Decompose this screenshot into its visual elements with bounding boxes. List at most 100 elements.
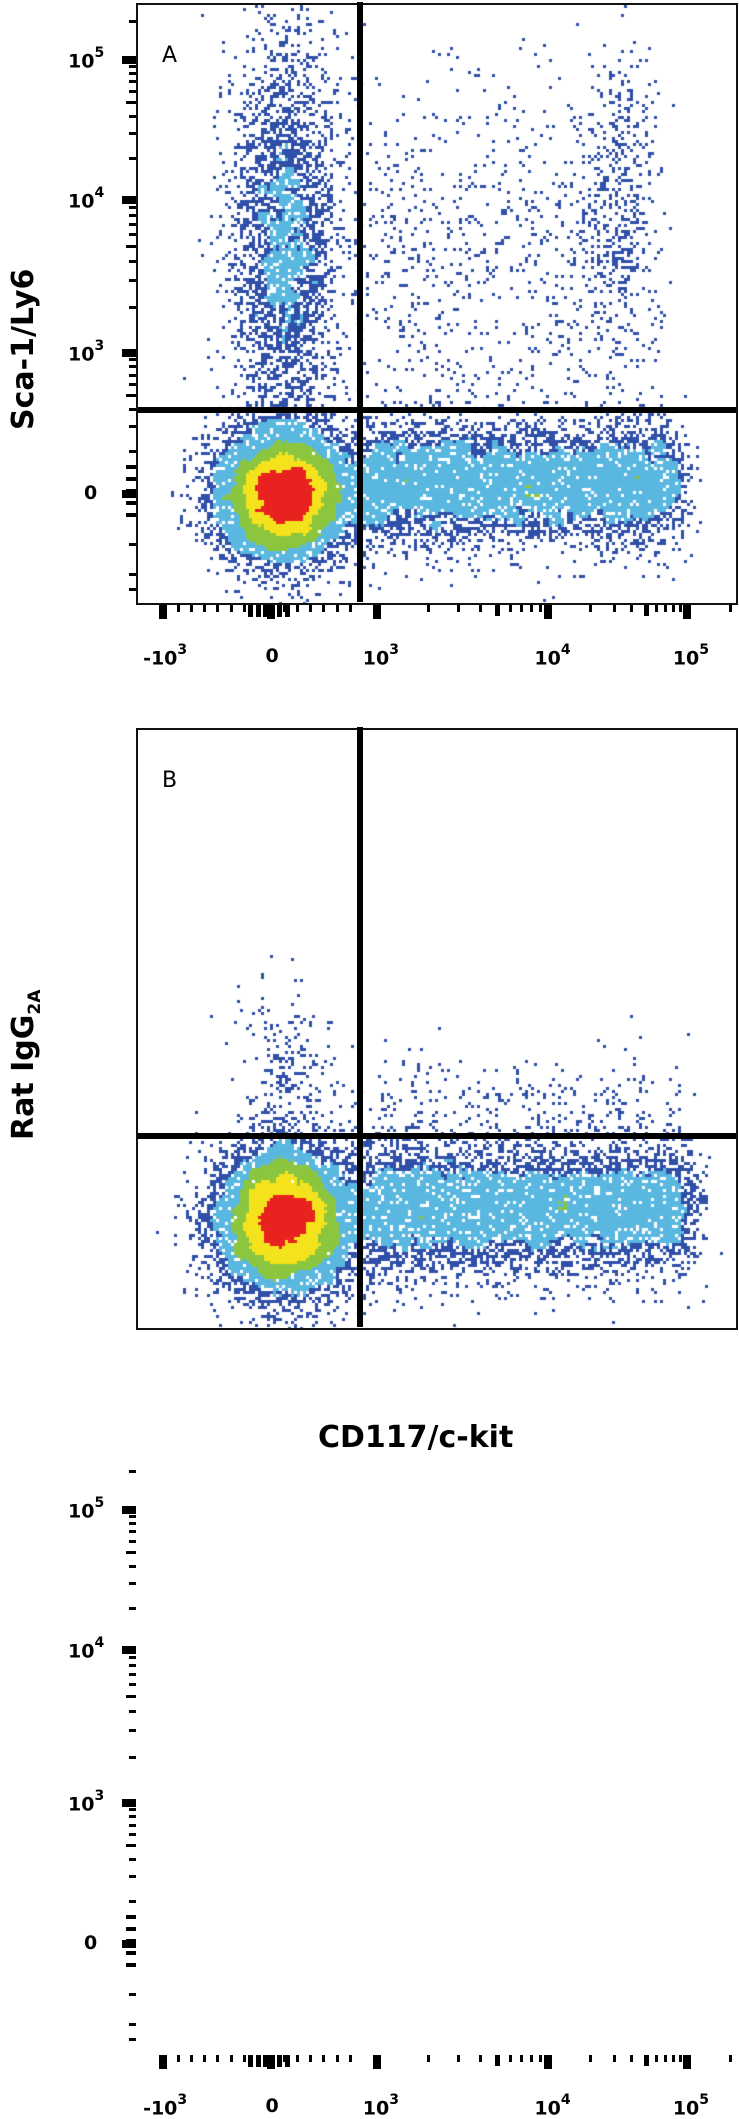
y-minor-tick bbox=[129, 2038, 136, 2042]
x-minor-tick bbox=[539, 2055, 543, 2062]
x-tick-label: -103 bbox=[143, 642, 188, 670]
x-tick-label: 0 bbox=[265, 2095, 279, 2117]
y-axis-label-b: Rat IgG2A bbox=[6, 989, 45, 1140]
y-minor-tick bbox=[126, 1962, 136, 1967]
y-minor-tick bbox=[126, 464, 136, 469]
x-minor-tick bbox=[478, 605, 482, 612]
x-minor-tick bbox=[248, 605, 254, 617]
x-minor-tick bbox=[588, 2055, 592, 2062]
y-minor-tick bbox=[129, 205, 136, 209]
x-minor-tick bbox=[284, 605, 290, 617]
y-minor-tick bbox=[129, 1655, 136, 1659]
y-minor-tick bbox=[129, 114, 136, 118]
y-minor-tick bbox=[129, 1993, 136, 1997]
quadrant-gate-horizontal-a bbox=[138, 407, 736, 413]
y-minor-tick bbox=[129, 1530, 136, 1534]
x-minor-tick bbox=[176, 2055, 180, 2062]
x-major-tick bbox=[544, 605, 553, 619]
x-minor-tick bbox=[678, 605, 682, 612]
y-minor-tick bbox=[129, 1832, 136, 1836]
x-minor-tick bbox=[588, 605, 592, 612]
y-minor-tick bbox=[129, 1728, 136, 1732]
y-tick-label: 104 bbox=[68, 185, 105, 213]
x-major-tick bbox=[372, 605, 381, 619]
quadrant-gate-vertical-a bbox=[357, 2, 363, 602]
x-minor-tick bbox=[612, 605, 616, 612]
y-axis-label-a: Sca-1/Ly6 bbox=[6, 268, 41, 430]
y-major-tick bbox=[122, 1506, 136, 1515]
x-minor-tick bbox=[539, 605, 543, 612]
panel-letter-b: B bbox=[162, 768, 178, 793]
y-minor-tick bbox=[129, 132, 136, 136]
x-major-tick bbox=[372, 2055, 381, 2069]
y-minor-tick bbox=[129, 305, 136, 309]
y-minor-tick bbox=[129, 72, 136, 76]
y-minor-tick bbox=[129, 156, 136, 160]
x-tick-label: 105 bbox=[672, 2092, 710, 2119]
y-major-tick bbox=[122, 349, 136, 358]
y-minor-tick bbox=[129, 1564, 136, 1568]
y-minor-tick bbox=[129, 1515, 136, 1519]
y-minor-tick bbox=[129, 1755, 136, 1759]
x-minor-tick bbox=[508, 2055, 512, 2062]
y-minor-tick bbox=[129, 588, 136, 592]
y-minor-tick bbox=[129, 1823, 136, 1827]
x-minor-tick bbox=[242, 2055, 246, 2062]
x-minor-tick bbox=[643, 605, 649, 616]
x-minor-tick bbox=[457, 2055, 461, 2062]
x-tick-label: -103 bbox=[143, 2092, 188, 2119]
x-tick-label: 103 bbox=[362, 2092, 399, 2119]
x-minor-tick bbox=[728, 2055, 732, 2062]
y-minor-tick bbox=[129, 1606, 136, 1610]
x-minor-tick bbox=[348, 2055, 352, 2062]
y-major-tick bbox=[122, 1939, 136, 1948]
x-major-tick bbox=[682, 2055, 691, 2069]
x-minor-tick bbox=[335, 605, 339, 612]
y-minor-tick bbox=[129, 1672, 136, 1676]
y-tick-label: 105 bbox=[68, 45, 105, 73]
panel-a: Sca-1/Ly6 A 105 104 103 0 -103 0 103 104 105 bbox=[0, 0, 739, 700]
x-minor-tick bbox=[348, 605, 352, 612]
x-minor-tick bbox=[520, 2055, 524, 2062]
y-minor-tick bbox=[126, 394, 136, 398]
y-minor-tick bbox=[129, 373, 136, 377]
y-minor-tick bbox=[129, 65, 136, 69]
y-minor-tick bbox=[129, 1808, 136, 1812]
quadrant-gate-horizontal-b bbox=[138, 1133, 736, 1139]
x-minor-tick bbox=[270, 605, 276, 617]
x-minor-tick bbox=[295, 605, 299, 612]
x-minor-tick bbox=[530, 605, 534, 612]
y-minor-tick bbox=[126, 1950, 136, 1955]
x-minor-tick bbox=[277, 2055, 283, 2067]
x-minor-tick bbox=[322, 2055, 326, 2062]
x-minor-tick bbox=[309, 2055, 313, 2062]
y-minor-tick bbox=[129, 80, 136, 84]
y-tick-label: 0 bbox=[84, 1931, 98, 1954]
y-minor-tick bbox=[129, 213, 136, 217]
y-major-tick bbox=[122, 196, 136, 205]
y-minor-tick bbox=[129, 365, 136, 369]
y-minor-tick bbox=[129, 1709, 136, 1713]
x-minor-tick bbox=[508, 605, 512, 612]
x-tick-label: 104 bbox=[534, 642, 571, 670]
y-minor-tick bbox=[129, 407, 136, 411]
y-minor-tick bbox=[129, 89, 136, 93]
y-minor-tick bbox=[129, 358, 136, 362]
x-minor-tick bbox=[216, 605, 220, 612]
y-minor-tick bbox=[126, 244, 136, 248]
x-minor-tick bbox=[295, 2055, 299, 2062]
y-minor-tick bbox=[129, 1815, 136, 1819]
quadrant-gate-vertical-b bbox=[357, 727, 363, 1327]
y-minor-tick bbox=[126, 1694, 136, 1698]
x-minor-tick bbox=[630, 2055, 634, 2062]
x-minor-tick bbox=[282, 605, 286, 612]
x-axis-label: CD117/c-kit bbox=[318, 1420, 514, 1455]
y-minor-tick bbox=[129, 449, 136, 453]
x-minor-tick bbox=[335, 2055, 339, 2062]
x-minor-tick bbox=[530, 2055, 534, 2062]
y-tick-label: 104 bbox=[68, 1635, 105, 1663]
density-dots-a bbox=[138, 5, 736, 603]
x-minor-tick bbox=[728, 605, 732, 612]
x-minor-tick bbox=[495, 605, 501, 616]
x-minor-tick bbox=[495, 2055, 501, 2066]
